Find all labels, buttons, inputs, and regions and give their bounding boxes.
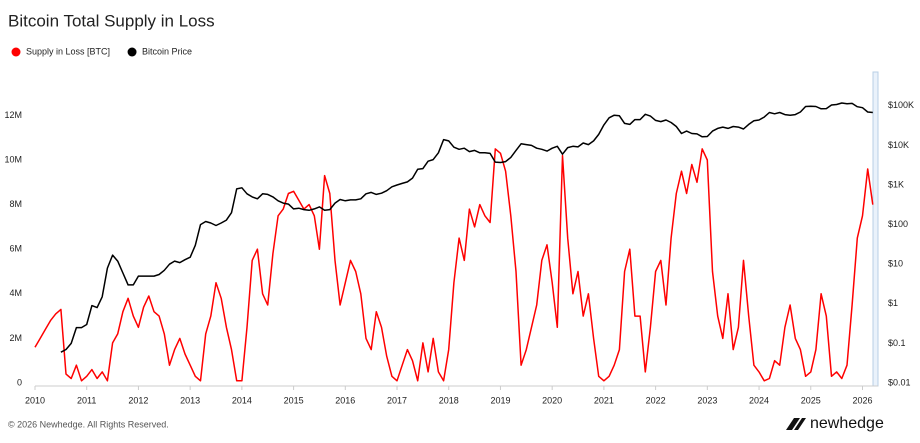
x-tick-label: 2011 (77, 395, 96, 405)
legend-label: Bitcoin Price (142, 46, 192, 56)
x-tick-label: 2022 (646, 395, 666, 405)
y-tick-label: 8M (9, 199, 22, 209)
x-tick-label: 2026 (852, 395, 872, 405)
series-line (60, 102, 873, 353)
legend-marker (127, 47, 137, 57)
y-tick-label: 6M (9, 244, 22, 254)
y2-tick-label: $100K (888, 100, 914, 110)
series-line (34, 148, 874, 382)
y2-tick-label: $10K (888, 140, 909, 150)
y-tick-label: 0 (17, 377, 22, 387)
legend-label: Supply in Loss [BTC] (26, 46, 110, 56)
x-tick-label: 2014 (232, 395, 252, 405)
y-tick-label: 2M (9, 333, 22, 343)
x-tick-label: 2020 (542, 395, 562, 405)
x-tick-label: 2025 (801, 395, 821, 405)
y-tick-label: 12M (4, 110, 22, 120)
y2-tick-label: $1K (888, 179, 904, 189)
x-tick-label: 2010 (25, 395, 45, 405)
legend-marker (11, 47, 21, 57)
y2-tick-label: $10 (888, 259, 903, 269)
range-highlight (872, 71, 879, 387)
x-tick-label: 2015 (284, 395, 304, 405)
chart-title: Bitcoin Total Supply in Loss (8, 11, 215, 30)
y2-tick-label: $100 (888, 219, 908, 229)
x-tick-label: 2017 (387, 395, 407, 405)
x-tick-label: 2021 (594, 395, 614, 405)
brand-name: newhedge (810, 415, 884, 432)
x-tick-label: 2012 (128, 395, 148, 405)
y2-tick-label: $1 (888, 298, 898, 308)
y-tick-label: 4M (9, 288, 22, 298)
y2-tick-label: $0.1 (888, 338, 906, 348)
y-tick-label: 10M (4, 154, 22, 164)
x-tick-label: 2019 (490, 395, 510, 405)
x-tick-label: 2023 (697, 395, 717, 405)
copyright: © 2026 Newhedge. All Rights Reserved. (8, 419, 169, 429)
y2-tick-label: $0.01 (888, 377, 911, 387)
legend: Supply in Loss [BTC] Bitcoin Price (11, 46, 192, 57)
x-tick-label: 2018 (439, 395, 459, 405)
x-tick-label: 2013 (180, 395, 200, 405)
x-tick-label: 2016 (335, 395, 355, 405)
x-tick-label: 2024 (749, 395, 769, 405)
brand-logo (786, 418, 806, 430)
